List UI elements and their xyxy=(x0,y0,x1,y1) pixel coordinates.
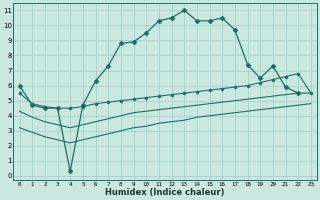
X-axis label: Humidex (Indice chaleur): Humidex (Indice chaleur) xyxy=(106,188,225,197)
